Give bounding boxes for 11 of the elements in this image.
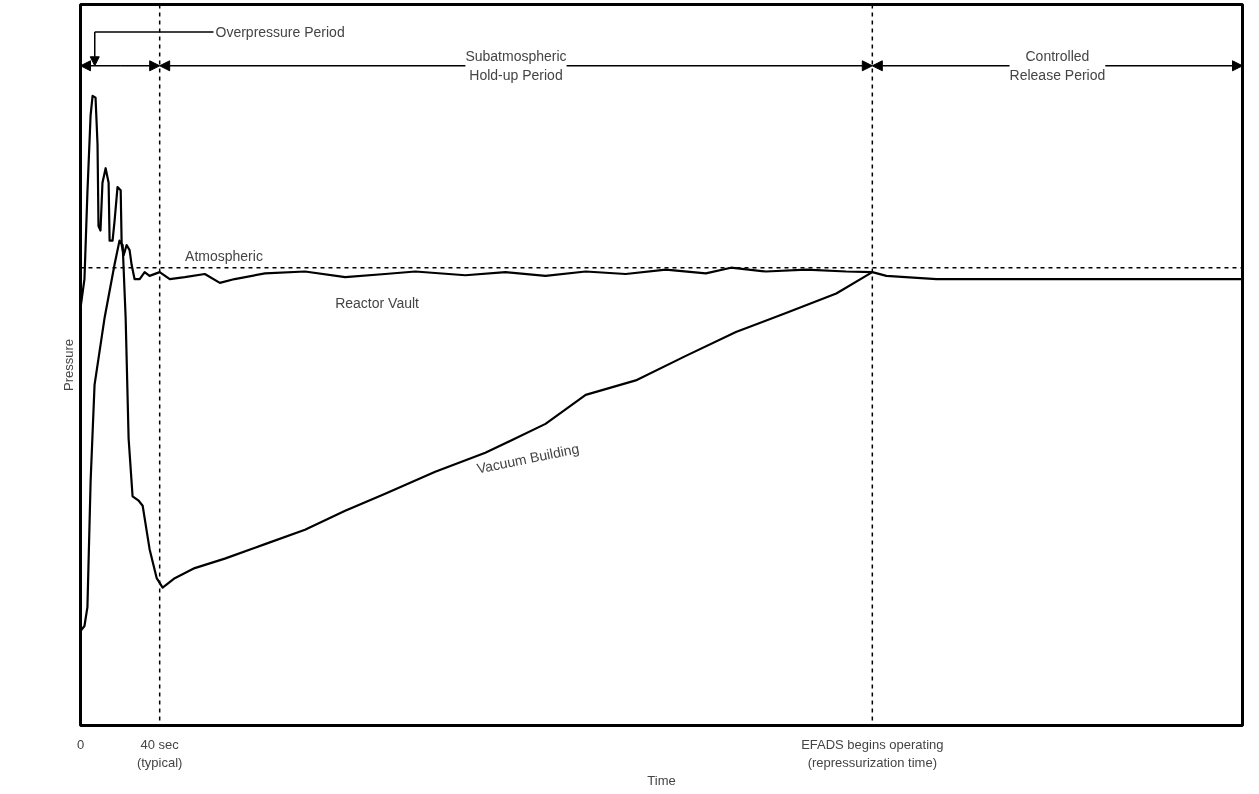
ref-line-label: Atmospheric [185,247,263,264]
x-axis-title: Time [647,772,676,788]
text: Vacuum Building [475,440,581,477]
series-label: Reactor Vault [335,295,420,312]
text: Subatmospheric Hold-up Period [465,48,567,84]
x-tick-label: EFADS begins operating (repressurization time) [801,736,944,770]
text: Overpressure Period [215,24,345,41]
y-axis-title: Pressure [60,338,76,392]
x-tick-label: 0 [76,736,85,752]
text: Controlled Release Period [1009,48,1106,84]
x-tick-label: 40 sec (typical) [136,736,183,770]
